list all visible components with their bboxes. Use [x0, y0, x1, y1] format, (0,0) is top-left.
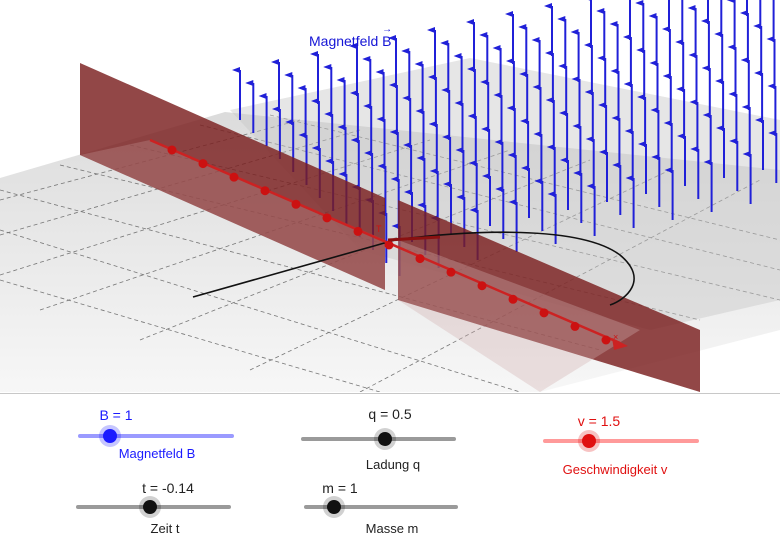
slider-v-value: v = 1.5 [577, 413, 621, 429]
track-point [167, 145, 177, 155]
track-point [291, 199, 301, 209]
track-point [415, 254, 425, 264]
track-points [167, 145, 611, 345]
slider-v-track[interactable] [543, 439, 699, 443]
slider-t-knob[interactable] [143, 500, 157, 514]
track-point [477, 281, 487, 291]
slider-q-value: q = 0.5 [368, 406, 412, 422]
vector-arrow-icon: → [382, 24, 393, 35]
track-point [570, 321, 580, 331]
slider-m-value: m = 1 [322, 480, 358, 496]
slider-b-caption: Magnetfeld B [118, 446, 196, 461]
origin-marker: T [376, 224, 382, 234]
right-plate-shade [398, 240, 640, 392]
track-point [198, 159, 208, 169]
velocity-vector [387, 235, 441, 242]
panel-divider [0, 393, 780, 394]
slider-t-caption: Zeit t [150, 521, 180, 536]
slider-t-value: t = -0.14 [142, 480, 194, 496]
slider-b-value: B = 1 [99, 407, 133, 423]
circular-path [394, 231, 635, 306]
slider-q-knob[interactable] [378, 432, 392, 446]
left-plate-shade [80, 140, 385, 290]
end-marker: × [613, 332, 618, 342]
track-point [322, 213, 332, 223]
track-point [384, 240, 394, 250]
slider-m-knob[interactable] [327, 500, 341, 514]
track-point [508, 294, 518, 304]
track-point [353, 226, 363, 236]
track-point [539, 308, 549, 318]
slider-b-knob[interactable] [103, 429, 117, 443]
slider-m-track[interactable] [304, 505, 458, 509]
slider-q-caption: Ladung q [365, 457, 421, 472]
field-region [230, 58, 780, 330]
right-capacitor-plate [398, 200, 700, 392]
slider-b-track[interactable] [78, 434, 234, 438]
track-point [446, 267, 456, 277]
3d-view-canvas[interactable]: T × [0, 0, 780, 392]
slider-v-knob[interactable] [582, 434, 596, 448]
track-arrowhead [612, 338, 628, 350]
magnetic-field-label: Magnetfeld → B [309, 24, 393, 49]
track-point [260, 186, 270, 196]
slider-v-caption: Geschwindigkeit v [562, 462, 668, 477]
track-point [229, 172, 239, 182]
track-point [601, 335, 611, 345]
slider-m-caption: Masse m [365, 521, 419, 536]
path-line [192, 239, 396, 298]
